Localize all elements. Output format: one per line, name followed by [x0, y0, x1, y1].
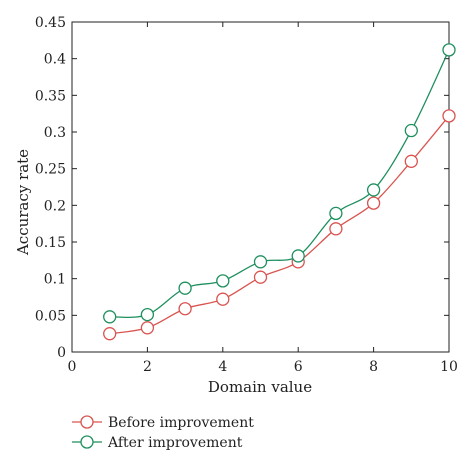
x-axis-label: Domain value — [208, 378, 312, 396]
before-improvement-point — [404, 154, 418, 168]
before-improvement-point — [366, 196, 381, 210]
y-tick-label: 0.45 — [35, 15, 66, 31]
x-tick-label: 6 — [294, 359, 303, 375]
legend-marker-after-improvement — [80, 435, 94, 449]
y-tick-label: 0.1 — [44, 272, 66, 288]
y-tick-label: 0.2 — [44, 198, 66, 214]
after-improvement-point — [404, 123, 418, 138]
y-tick-label: 0 — [57, 345, 66, 361]
before-improvement-point — [140, 321, 155, 335]
x-tick-label: 4 — [218, 359, 227, 375]
x-tick-label: 0 — [68, 359, 77, 375]
y-tick-label: 0.15 — [35, 235, 66, 251]
y-tick-label: 0.25 — [35, 162, 66, 178]
plot-frame — [71, 21, 450, 353]
x-tick-label: 10 — [440, 359, 458, 375]
y-tick-label: 0.35 — [35, 88, 66, 104]
before-improvement-point — [103, 327, 117, 341]
after-improvement-point — [178, 281, 192, 295]
after-improvement-point — [291, 249, 305, 263]
before-improvement-point — [253, 270, 268, 284]
before-improvement-point — [216, 292, 230, 306]
legend-label-after-improvement: After improvement — [107, 435, 243, 451]
after-improvement-point — [103, 310, 117, 324]
y-tick-label: 0.4 — [44, 52, 66, 68]
after-improvement-point — [253, 255, 268, 269]
y-axis-label: Accuracy rate — [14, 149, 32, 256]
after-improvement-point — [442, 43, 456, 57]
before-improvement-point — [442, 109, 456, 123]
before-improvement-line — [109, 115, 450, 335]
after-improvement-line — [109, 49, 450, 318]
legend-marker-before-improvement — [80, 415, 94, 429]
before-improvement-point — [178, 302, 192, 316]
after-improvement-point — [366, 183, 381, 197]
legend: Before improvement After improvement — [72, 415, 254, 451]
after-improvement-point — [140, 307, 155, 322]
after-improvement-point — [329, 206, 343, 221]
y-tick-label: 0.05 — [35, 308, 66, 324]
legend-label-before-improvement: Before improvement — [108, 415, 254, 431]
x-tick-label: 2 — [143, 359, 152, 375]
x-tick-label: 8 — [369, 359, 378, 375]
before-improvement-point — [329, 222, 343, 236]
after-improvement-point — [216, 274, 230, 288]
y-tick-label: 0.3 — [44, 125, 66, 141]
